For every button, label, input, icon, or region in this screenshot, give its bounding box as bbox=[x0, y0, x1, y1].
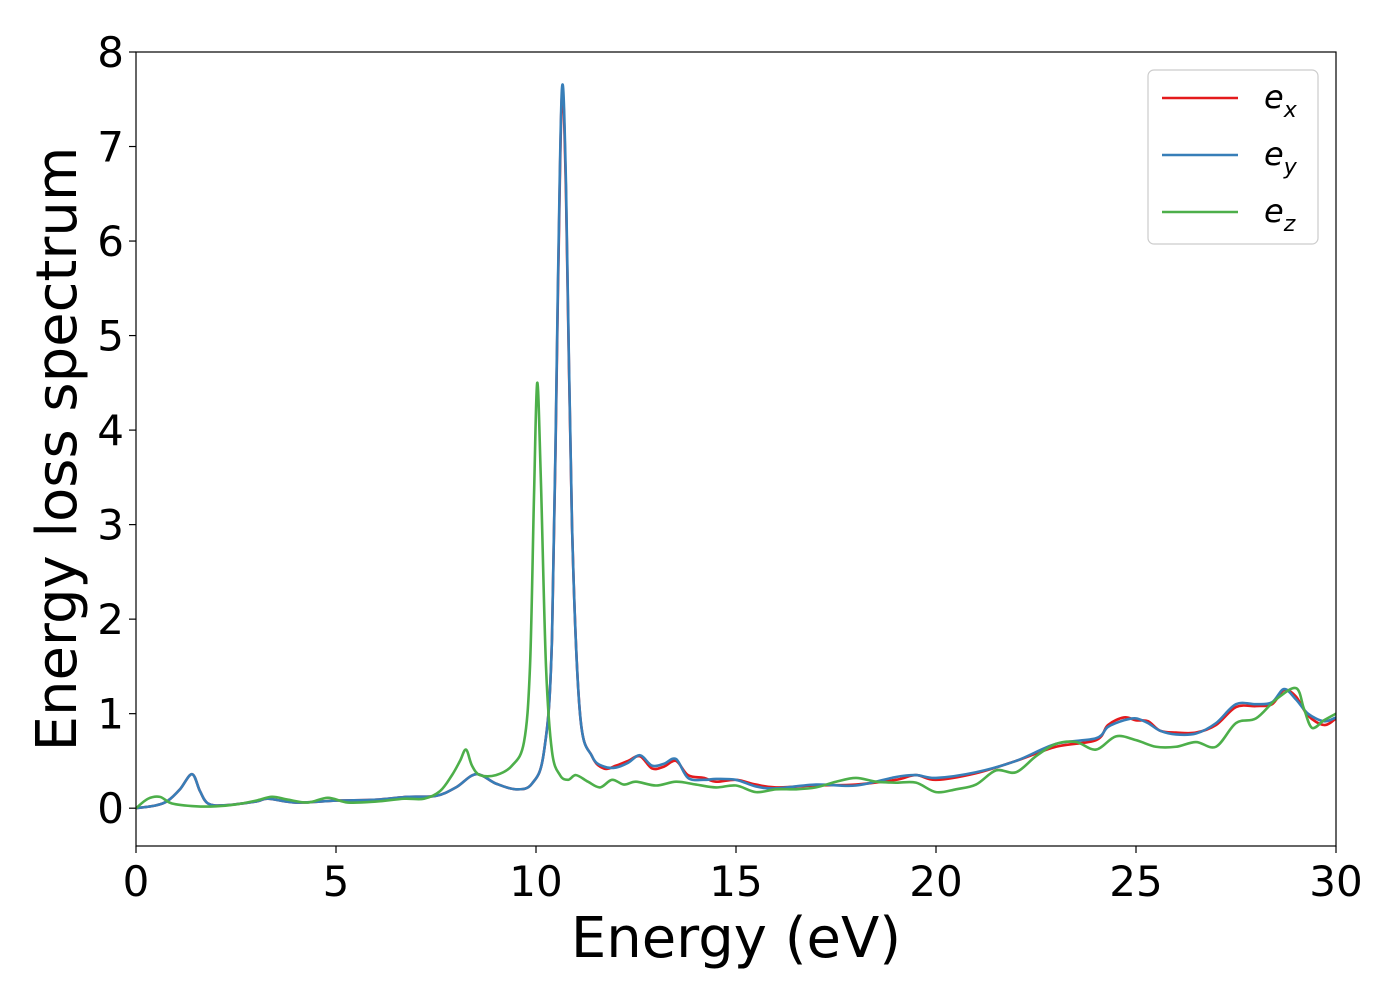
x-axis-title: Energy (eV) bbox=[571, 906, 901, 971]
x-tick-label: 30 bbox=[1309, 857, 1362, 906]
x-tick-label: 10 bbox=[509, 857, 562, 906]
legend-label-y: ey bbox=[1264, 135, 1298, 180]
legend-box bbox=[1147, 69, 1319, 245]
series-line-y bbox=[136, 83, 1336, 810]
series-line-z bbox=[136, 381, 1336, 810]
series-lines bbox=[136, 83, 1336, 810]
y-tick-label: 5 bbox=[97, 312, 124, 361]
legend: ex ey ez bbox=[1147, 69, 1319, 245]
legend-label-z: ez bbox=[1264, 192, 1296, 237]
y-axis: 0 1 2 3 4 5 6 7 8 bbox=[97, 28, 136, 833]
y-tick-label: 7 bbox=[97, 123, 124, 172]
y-tick-label: 3 bbox=[97, 501, 124, 550]
y-tick-label: 4 bbox=[97, 406, 124, 455]
x-tick-label: 5 bbox=[323, 857, 350, 906]
legend-label-x: ex bbox=[1264, 78, 1298, 123]
y-tick-label: 2 bbox=[97, 595, 124, 644]
x-axis: 0 5 10 15 20 25 30 bbox=[123, 846, 1363, 906]
x-tick-label: 0 bbox=[123, 857, 150, 906]
x-tick-label: 25 bbox=[1109, 857, 1162, 906]
x-tick-label: 15 bbox=[709, 857, 762, 906]
y-axis-title: Energy loss spectrum bbox=[25, 147, 90, 752]
y-tick-label: 0 bbox=[97, 784, 124, 833]
y-tick-label: 6 bbox=[97, 217, 124, 266]
y-tick-label: 1 bbox=[97, 690, 124, 739]
x-tick-label: 20 bbox=[909, 857, 962, 906]
plot-area-frame bbox=[135, 51, 1337, 847]
y-tick-label: 8 bbox=[97, 28, 124, 77]
